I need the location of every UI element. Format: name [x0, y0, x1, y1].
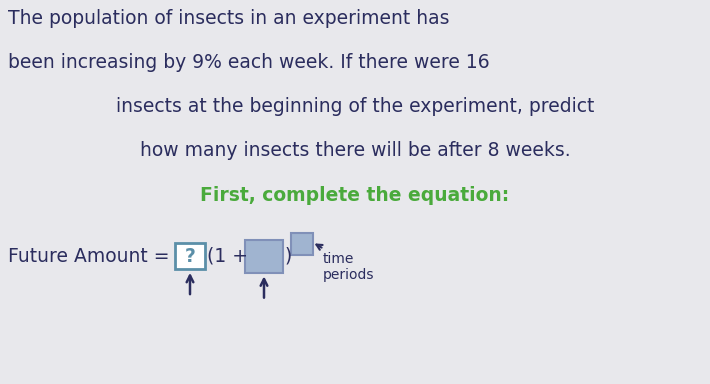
- Text: how many insects there will be after 8 weeks.: how many insects there will be after 8 w…: [140, 141, 570, 160]
- Text: ): ): [285, 247, 293, 265]
- Text: The population of insects in an experiment has: The population of insects in an experime…: [8, 9, 449, 28]
- FancyBboxPatch shape: [291, 233, 313, 255]
- Text: Future Amount =: Future Amount =: [8, 247, 175, 265]
- Text: (1 +: (1 +: [207, 247, 254, 265]
- FancyBboxPatch shape: [245, 240, 283, 273]
- Text: time
periods: time periods: [323, 252, 374, 282]
- Text: been increasing by 9% each week. If there were 16: been increasing by 9% each week. If ther…: [8, 53, 490, 72]
- FancyBboxPatch shape: [175, 243, 205, 269]
- Text: insects at the beginning of the experiment, predict: insects at the beginning of the experime…: [116, 97, 594, 116]
- Text: First, complete the equation:: First, complete the equation:: [200, 186, 510, 205]
- Text: ?: ?: [185, 247, 195, 265]
